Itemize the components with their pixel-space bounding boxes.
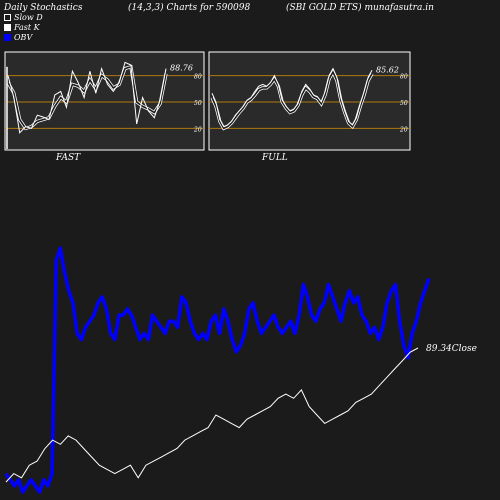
chart-header-left: Daily Stochastics bbox=[4, 3, 83, 13]
legend-slow-d: Slow D bbox=[4, 13, 43, 22]
chart-header-center: (14,3,3) Charts for 590098 bbox=[128, 3, 251, 13]
fast-ytick-label: 80 bbox=[194, 74, 202, 81]
full-panel-frame bbox=[208, 51, 411, 151]
legend-fast-k-label: Fast K bbox=[14, 23, 40, 32]
fast-last-value-label: 88.76 bbox=[170, 64, 193, 73]
close-last-value-label: 89.34Close bbox=[426, 344, 477, 354]
fast-ytick-label: 50 bbox=[194, 100, 202, 107]
obv-line bbox=[4, 246, 431, 494]
legend-obv-label: OBV bbox=[14, 33, 33, 42]
fast-fast-k-line bbox=[7, 61, 167, 134]
legend-fast-k-swatch bbox=[4, 24, 11, 31]
full-last-value-label: 85.62 bbox=[376, 65, 399, 74]
full-ytick-label: 50 bbox=[400, 100, 408, 107]
full-panel-title: FULL bbox=[262, 153, 288, 163]
fast-panel-title: FAST bbox=[56, 153, 81, 163]
chart-header-right: (SBI GOLD ETS) munafasutra.in bbox=[286, 3, 434, 13]
fast-panel-frame bbox=[4, 51, 205, 151]
legend-slow-d-label: Slow D bbox=[14, 13, 43, 22]
full-ytick-label: 20 bbox=[399, 126, 408, 133]
fast-ytick-label: 20 bbox=[193, 126, 202, 133]
legend-obv-swatch bbox=[4, 34, 11, 41]
legend-fast-k: Fast K bbox=[4, 23, 40, 32]
full-ytick-label: 80 bbox=[400, 74, 408, 81]
legend-slow-d-swatch bbox=[4, 14, 11, 21]
close-line bbox=[5, 347, 419, 483]
full-fast-k-line bbox=[211, 67, 373, 128]
full-slow-d-line bbox=[211, 70, 373, 130]
legend-obv: OBV bbox=[4, 33, 32, 42]
